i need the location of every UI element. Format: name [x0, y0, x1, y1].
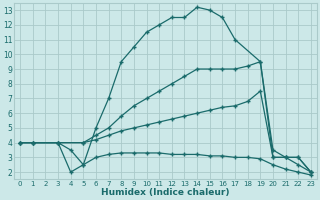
X-axis label: Humidex (Indice chaleur): Humidex (Indice chaleur): [101, 188, 230, 197]
